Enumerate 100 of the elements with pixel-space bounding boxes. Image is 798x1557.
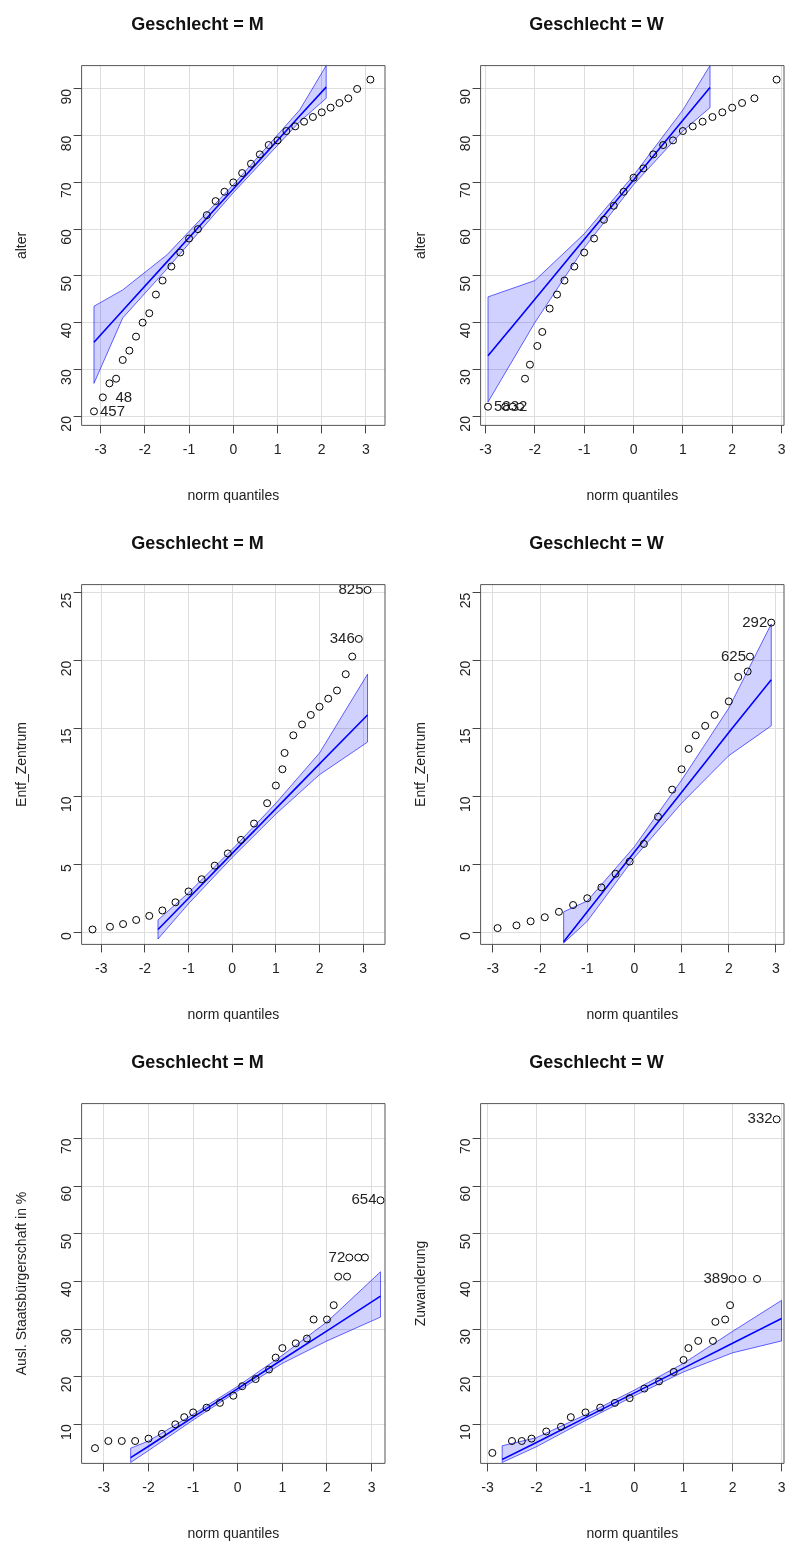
x-tick-label: -1 xyxy=(581,959,594,976)
chart-title: Geschlecht = M xyxy=(131,1051,264,1072)
y-axis-title: Entf_Zentrum xyxy=(13,722,30,807)
y-tick-label: 20 xyxy=(58,1376,75,1393)
x-tick-label: 1 xyxy=(679,1478,688,1495)
y-tick-label: 10 xyxy=(58,796,75,812)
chart-title: Geschlecht = W xyxy=(529,532,664,553)
x-tick-label: -2 xyxy=(533,959,547,976)
x-tick-label: 3 xyxy=(362,440,371,457)
x-tick-label: 2 xyxy=(728,440,737,457)
chart-title: Geschlecht = W xyxy=(529,13,664,34)
x-tick-label: 0 xyxy=(630,1478,639,1495)
y-tick-label: 70 xyxy=(58,182,75,198)
x-tick-label: -2 xyxy=(138,959,152,976)
y-tick-label: 30 xyxy=(58,1328,75,1345)
x-tick-label: 0 xyxy=(228,959,237,976)
y-tick-label: 0 xyxy=(457,931,474,940)
annotation: 625 xyxy=(721,646,747,664)
y-tick-label: 20 xyxy=(58,660,75,677)
y-tick-label: 40 xyxy=(58,322,75,339)
y-tick-label: 25 xyxy=(457,592,474,609)
chart-title: Geschlecht = W xyxy=(529,1051,664,1072)
y-tick-label: 50 xyxy=(457,275,474,292)
y-tick-label: 5 xyxy=(457,864,474,873)
x-tick-label: 1 xyxy=(677,959,686,976)
x-tick-label: -1 xyxy=(182,440,196,457)
x-axis-title: norm quantiles xyxy=(586,1525,679,1542)
annotation: 332 xyxy=(747,1109,773,1127)
y-tick-label: 20 xyxy=(58,415,75,432)
x-tick-label: -2 xyxy=(530,1478,543,1495)
chart-title: Geschlecht = M xyxy=(131,532,264,553)
annotation: 72 xyxy=(328,1247,346,1265)
x-tick-label: -2 xyxy=(142,1478,155,1495)
y-axis-title: Zuwanderung xyxy=(412,1240,429,1327)
y-tick-label: 5 xyxy=(58,864,75,873)
chart-title: Geschlecht = M xyxy=(131,13,264,34)
x-tick-label: 0 xyxy=(630,959,639,976)
y-tick-label: 50 xyxy=(457,1233,474,1250)
x-tick-label: 3 xyxy=(777,440,786,457)
x-axis-title: norm quantiles xyxy=(187,1006,280,1023)
y-tick-label: 70 xyxy=(58,1138,75,1154)
y-tick-label: 60 xyxy=(457,228,474,245)
x-tick-label: 2 xyxy=(724,959,733,976)
annotation: 654 xyxy=(351,1190,377,1208)
x-tick-label: 1 xyxy=(678,440,687,457)
x-tick-label: 2 xyxy=(315,959,324,976)
y-tick-label: 25 xyxy=(58,592,75,609)
x-tick-label: 3 xyxy=(772,959,781,976)
y-tick-label: 30 xyxy=(457,1328,474,1345)
x-tick-label: -3 xyxy=(479,440,492,457)
y-tick-label: 50 xyxy=(58,275,75,292)
x-tick-label: -3 xyxy=(94,440,108,457)
y-tick-label: 40 xyxy=(58,1281,75,1297)
annotation: 346 xyxy=(329,629,355,647)
x-tick-label: 3 xyxy=(777,1478,786,1495)
x-tick-label: -1 xyxy=(182,959,195,976)
y-axis-title: alter xyxy=(412,231,429,260)
y-tick-label: 80 xyxy=(58,135,75,152)
y-tick-label: 10 xyxy=(58,1424,75,1440)
x-axis-title: norm quantiles xyxy=(586,1006,679,1023)
x-tick-label: 3 xyxy=(367,1478,376,1495)
x-tick-label: 1 xyxy=(271,959,280,976)
y-tick-label: 60 xyxy=(58,228,75,245)
y-tick-label: 50 xyxy=(58,1233,75,1250)
x-tick-label: 2 xyxy=(317,440,326,457)
x-tick-label: -2 xyxy=(138,440,152,457)
y-tick-label: 30 xyxy=(58,369,75,385)
x-tick-label: -1 xyxy=(577,440,591,457)
x-tick-label: -1 xyxy=(186,1478,200,1495)
y-axis-title: alter xyxy=(13,231,30,260)
y-tick-label: 20 xyxy=(457,1376,474,1393)
y-tick-label: 70 xyxy=(457,1138,474,1154)
y-tick-label: 60 xyxy=(58,1185,75,1202)
y-tick-label: 15 xyxy=(58,728,75,745)
y-tick-label: 30 xyxy=(457,369,474,385)
y-tick-label: 20 xyxy=(457,660,474,677)
x-tick-label: 0 xyxy=(629,440,638,457)
x-axis-title: norm quantiles xyxy=(187,1525,280,1542)
y-tick-label: 80 xyxy=(457,135,474,152)
y-tick-label: 0 xyxy=(58,931,75,940)
y-tick-label: 90 xyxy=(457,88,474,105)
x-tick-label: -3 xyxy=(97,1478,111,1495)
x-tick-label: -3 xyxy=(481,1478,494,1495)
y-tick-label: 10 xyxy=(457,1424,474,1440)
x-tick-label: -3 xyxy=(486,959,500,976)
y-tick-label: 15 xyxy=(457,728,474,745)
y-tick-label: 40 xyxy=(457,1281,474,1297)
x-tick-label: 2 xyxy=(323,1478,332,1495)
x-tick-label: 3 xyxy=(359,959,368,976)
x-tick-label: 0 xyxy=(233,1478,242,1495)
x-tick-label: -3 xyxy=(95,959,108,976)
y-tick-label: 60 xyxy=(457,1185,474,1202)
x-axis-title: norm quantiles xyxy=(187,487,280,504)
y-tick-label: 10 xyxy=(457,796,474,812)
x-tick-label: 1 xyxy=(273,440,282,457)
y-axis-title: Entf_Zentrum xyxy=(412,722,429,807)
y-tick-label: 20 xyxy=(457,415,474,432)
y-tick-label: 90 xyxy=(58,88,75,105)
x-tick-label: 0 xyxy=(229,440,238,457)
y-tick-label: 40 xyxy=(457,322,474,339)
